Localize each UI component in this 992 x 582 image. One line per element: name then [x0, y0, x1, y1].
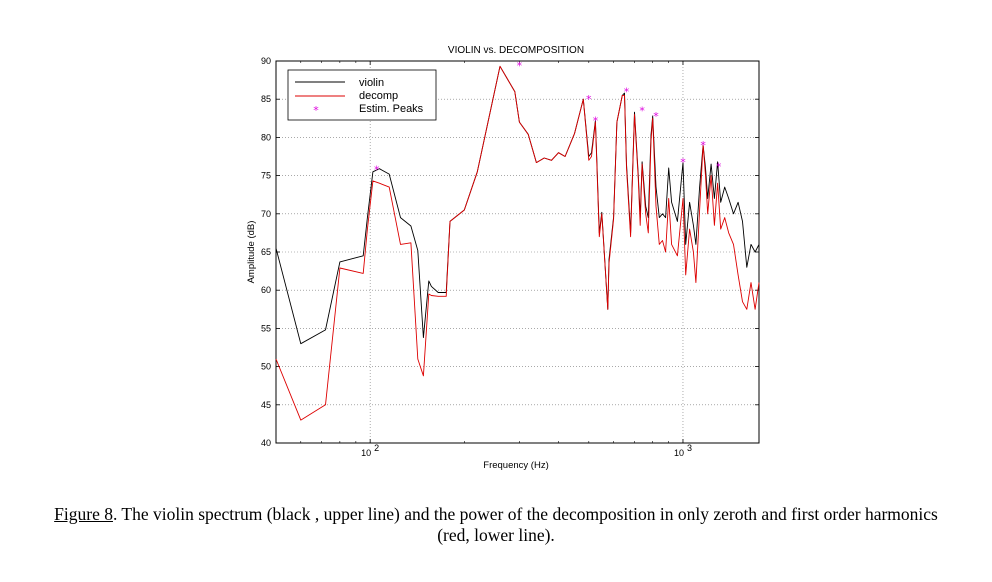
legend-label-peaks: Estim. Peaks [359, 103, 424, 115]
figure-label: Figure 8 [54, 504, 113, 524]
x-tick-exponent: 2 [374, 443, 379, 453]
y-tick-label: 55 [261, 323, 271, 333]
peak-marker: * [639, 105, 645, 118]
figure-caption: Figure 8. The violin spectrum (black , u… [40, 504, 952, 546]
y-tick-label: 60 [261, 285, 271, 295]
y-tick-label: 75 [261, 171, 271, 181]
peak-marker: * [517, 60, 523, 73]
peak-marker: * [374, 163, 380, 176]
y-tick-label: 50 [261, 362, 271, 372]
peak-marker: * [700, 139, 706, 152]
figure-caption-text: . The violin spectrum (black , upper lin… [112, 504, 938, 545]
y-axis-label: Amplitude (dB) [246, 221, 257, 284]
peak-marker: * [680, 156, 686, 169]
y-tick-label: 45 [261, 400, 271, 410]
series-lines [275, 65, 760, 421]
x-tick-label: 10 [674, 448, 684, 458]
y-tick-label: 70 [261, 209, 271, 219]
series-line-decomp [275, 65, 760, 421]
peak-marker: * [716, 160, 722, 173]
y-tick-label: 85 [261, 94, 271, 104]
chart-title: VIOLIN vs. DECOMPOSITION [448, 45, 584, 56]
legend: violin decomp * Estim. Peaks [287, 69, 437, 121]
peak-marker: * [586, 93, 592, 106]
x-axis-label: Frequency (Hz) [483, 460, 548, 471]
x-tick-label: 10 [361, 448, 371, 458]
legend-box [287, 69, 437, 121]
y-tick-label: 40 [261, 438, 271, 448]
peak-markers: ****** **** [374, 60, 722, 177]
x-tick-exponent: 3 [687, 443, 692, 453]
peak-marker: * [624, 86, 630, 99]
y-tick-label: 90 [261, 56, 271, 66]
y-tick-label: 65 [261, 247, 271, 257]
legend-label-violin: violin [359, 77, 384, 89]
legend-label-decomp: decomp [359, 90, 398, 102]
peak-marker: * [653, 110, 659, 123]
y-tick-label: 80 [261, 132, 271, 142]
peak-marker: * [593, 115, 599, 128]
legend-marker-peaks: * [313, 104, 319, 117]
